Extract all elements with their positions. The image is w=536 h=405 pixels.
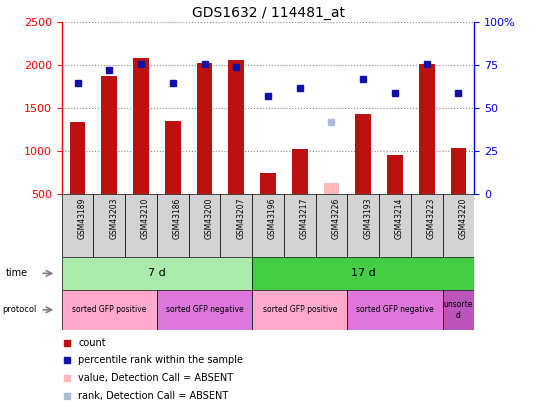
Bar [316, 194, 347, 257]
Bar [451, 148, 466, 194]
Bar [157, 290, 252, 330]
Bar [93, 194, 125, 257]
Bar [387, 155, 403, 194]
Bar [292, 149, 308, 194]
Text: GSM43203: GSM43203 [109, 198, 118, 239]
Bar [62, 194, 93, 257]
Bar [419, 64, 435, 194]
Text: GSM43189: GSM43189 [78, 198, 86, 239]
Text: protocol: protocol [3, 305, 37, 314]
Bar [220, 194, 252, 257]
Title: GDS1632 / 114481_at: GDS1632 / 114481_at [191, 6, 345, 20]
Text: time: time [5, 269, 27, 278]
Bar [125, 194, 157, 257]
Bar [324, 183, 339, 194]
Bar [62, 290, 157, 330]
Bar [252, 290, 347, 330]
Text: count: count [78, 338, 106, 347]
Bar [197, 63, 212, 194]
Text: GSM43207: GSM43207 [236, 198, 245, 239]
Text: 7 d: 7 d [148, 269, 166, 278]
Bar [165, 121, 181, 194]
Bar [347, 290, 443, 330]
Text: percentile rank within the sample: percentile rank within the sample [78, 355, 243, 365]
Bar [70, 122, 85, 194]
Text: sorted GFP positive: sorted GFP positive [263, 305, 337, 314]
Bar [228, 60, 244, 194]
Bar [284, 194, 316, 257]
Text: GSM43214: GSM43214 [395, 198, 404, 239]
Text: value, Detection Call = ABSENT: value, Detection Call = ABSENT [78, 373, 233, 383]
Bar [157, 194, 189, 257]
Bar [443, 290, 474, 330]
Text: rank, Detection Call = ABSENT: rank, Detection Call = ABSENT [78, 391, 228, 401]
Text: GSM43186: GSM43186 [173, 198, 182, 239]
Text: sorted GFP positive: sorted GFP positive [72, 305, 146, 314]
Text: GSM43196: GSM43196 [268, 198, 277, 239]
Text: GSM43210: GSM43210 [141, 198, 150, 239]
Bar [133, 58, 149, 194]
Bar [379, 194, 411, 257]
Bar [443, 194, 474, 257]
Text: GSM43226: GSM43226 [331, 198, 340, 239]
Text: GSM43217: GSM43217 [300, 198, 309, 239]
Text: unsorte
d: unsorte d [444, 300, 473, 320]
Bar [252, 194, 284, 257]
Bar [101, 77, 117, 194]
Bar [189, 194, 220, 257]
Text: sorted GFP negative: sorted GFP negative [356, 305, 434, 314]
Bar [260, 173, 276, 194]
Text: GSM43223: GSM43223 [427, 198, 436, 239]
Bar [347, 194, 379, 257]
Bar [62, 257, 252, 290]
Bar [355, 113, 371, 194]
Text: GSM43193: GSM43193 [363, 198, 372, 239]
Text: sorted GFP negative: sorted GFP negative [166, 305, 243, 314]
Text: 17 d: 17 d [351, 269, 376, 278]
Bar [411, 194, 443, 257]
Text: GSM43200: GSM43200 [205, 198, 213, 239]
Text: GSM43220: GSM43220 [458, 198, 467, 239]
Bar [252, 257, 474, 290]
